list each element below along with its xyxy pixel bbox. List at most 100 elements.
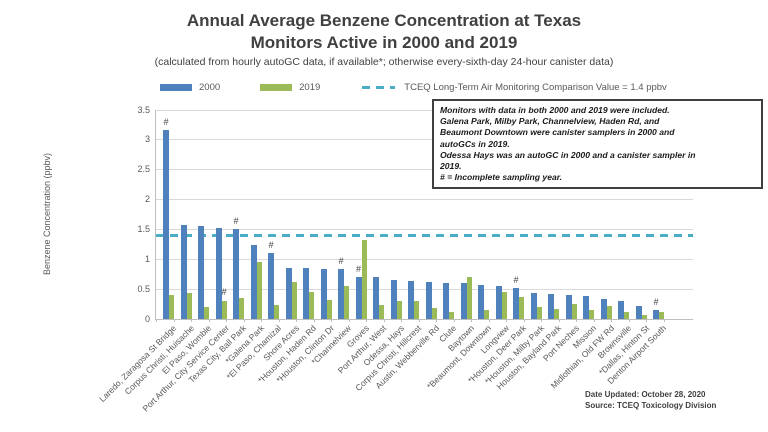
gridline — [156, 228, 693, 230]
legend-label-2000: 2000 — [199, 81, 221, 93]
reference-line — [156, 233, 693, 237]
bar-2019 — [484, 310, 489, 319]
bar-2000 — [268, 252, 274, 319]
incomplete-year-marker: # — [268, 239, 274, 250]
bar-2000 — [180, 225, 187, 319]
legend-reference-label: TCEQ Long-Term Air Monitoring Comparison… — [404, 81, 667, 93]
legend-reference-line-sample — [362, 85, 396, 89]
x-axis-category-label: Corpus Christi, Huisache — [122, 323, 196, 397]
bar-2000 — [373, 277, 379, 319]
bar-2019 — [536, 307, 542, 319]
chart-subtitle: (calculated from hourly autoGC data, if … — [154, 56, 614, 68]
bar-2019 — [274, 305, 279, 319]
bar-2000 — [215, 227, 222, 319]
x-axis-tick — [296, 319, 297, 322]
x-axis-category-label: Brownsville — [595, 323, 634, 361]
bar-2019 — [641, 314, 647, 319]
bar-2000 — [285, 267, 292, 319]
x-axis-tick — [436, 319, 437, 322]
bar-2000 — [355, 276, 362, 319]
gridline — [156, 139, 693, 141]
bar-2019 — [519, 296, 524, 319]
y-axis-title: Benzene Concentration (ppbv) — [42, 152, 52, 276]
gridline — [156, 169, 693, 171]
x-axis-tick — [663, 319, 665, 322]
bar-2019 — [501, 292, 507, 319]
y-tick-label: 3.5 — [137, 104, 150, 115]
bar-2000 — [443, 282, 449, 319]
bar-2019 — [431, 308, 437, 319]
x-axis-category-label: Denton Airport South — [605, 323, 669, 386]
x-axis-category-label: Shore Acres — [260, 323, 301, 363]
x-axis-category-label: Mission — [570, 323, 599, 351]
date-updated-text: Date Updated: October 28, 2020 — [585, 390, 706, 399]
x-axis-tick — [541, 319, 542, 322]
y-tick-label: 0.5 — [137, 283, 150, 294]
x-axis-category-label: Odessa, Hays — [360, 323, 406, 368]
bar-2019 — [449, 311, 454, 319]
bar-2019 — [169, 295, 174, 319]
x-axis-category-label: Port Neches — [540, 323, 581, 364]
x-axis-category-label: *Beaumont, Downtown — [424, 323, 494, 392]
x-axis-tick — [488, 319, 490, 322]
x-axis-tick — [558, 319, 560, 322]
gridline — [156, 258, 693, 260]
x-axis-category-label: *Channelview — [309, 323, 354, 367]
x-axis-category-label: *Dallas, Hinton St — [596, 323, 651, 378]
bar-2019 — [571, 304, 577, 319]
x-axis-category-label: Corpus Christi, Hillcrest — [353, 323, 424, 393]
bar-2019 — [396, 301, 402, 319]
bar-2000 — [478, 284, 484, 319]
y-tick-label: 2.5 — [137, 164, 150, 175]
x-axis-tick — [366, 319, 367, 322]
x-axis-tick — [576, 319, 577, 322]
bar-2019 — [606, 306, 612, 319]
x-axis-category-label: Baytown — [445, 323, 476, 354]
legend-swatch-2000 — [160, 83, 192, 91]
plot-area: # # # # # # # # — [155, 109, 693, 322]
bar-2019 — [221, 300, 227, 319]
y-tick-label: 3 — [144, 134, 150, 145]
footer: Date Updated: October 28, 2020 Source: T… — [585, 390, 716, 412]
incomplete-year-marker: # — [233, 216, 239, 227]
x-axis-tick — [331, 319, 332, 322]
x-axis-category-label: Port Arthur, City Service Center — [139, 323, 231, 414]
incomplete-year-marker: # — [221, 287, 227, 298]
bar-2000 — [250, 244, 257, 319]
x-axis-category-label: Laredo, Zaragosa St Bridge — [97, 323, 179, 404]
x-axis-category-label: Groves — [344, 323, 371, 350]
incomplete-year-marker: # — [513, 274, 519, 285]
x-axis-tick — [418, 319, 420, 322]
x-axis-category-label: Longview — [478, 323, 511, 356]
x-axis-tick — [453, 319, 455, 322]
x-axis-category-label: Clute — [436, 323, 459, 345]
incomplete-year-marker: # — [355, 263, 361, 274]
bar-2000 — [460, 283, 467, 319]
x-axis-tick — [401, 319, 402, 322]
bar-2019 — [361, 239, 367, 319]
bar-2000 — [495, 286, 502, 319]
bar-2000 — [530, 292, 537, 319]
x-axis-tick — [191, 319, 192, 322]
x-axis-tick — [628, 319, 630, 322]
gridline — [156, 288, 693, 290]
bar-2019 — [326, 299, 332, 319]
bar-2000 — [425, 281, 432, 319]
x-axis-category-label: *Galena Park — [222, 323, 266, 366]
bar-2000 — [583, 296, 589, 319]
annotation-box: Monitors with data in both 2000 and 2019… — [432, 99, 763, 190]
x-axis-category-label: *Houston, Haden Rd — [255, 323, 319, 386]
x-axis-tick — [348, 319, 350, 322]
bar-2000 — [548, 293, 554, 319]
bar-2000 — [635, 305, 642, 319]
incomplete-year-marker: # — [163, 117, 169, 128]
x-axis-category-label: *Houston, Deer Park — [465, 323, 529, 386]
bar-2019 — [589, 310, 594, 319]
bar-2019 — [414, 300, 419, 319]
bar-2019 — [291, 281, 297, 319]
legend: 2000 2019 TCEQ Long-Term Air Monitoring … — [160, 80, 667, 94]
y-tick-label: 1 — [144, 253, 150, 264]
x-axis-tick — [471, 319, 472, 322]
x-axis-category-label: Midlothian, Old FW Rd — [548, 323, 616, 391]
bar-2019 — [624, 311, 629, 319]
